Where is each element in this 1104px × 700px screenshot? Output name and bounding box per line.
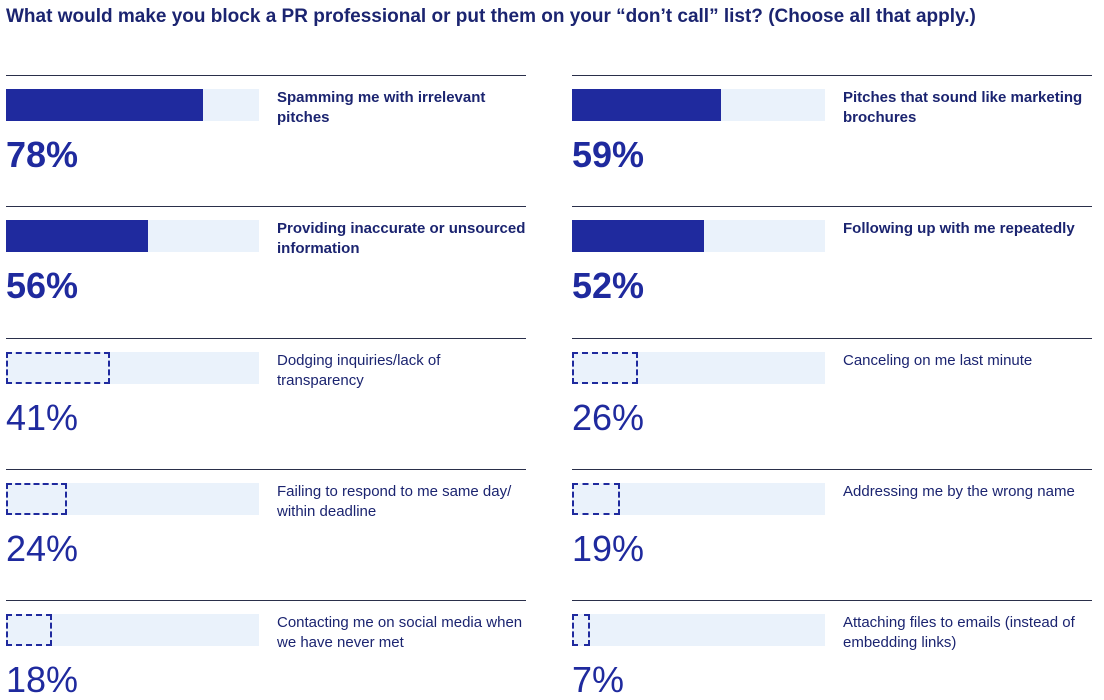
separator [572,337,1092,339]
separator [6,75,526,76]
bar-track [6,351,259,384]
bar [6,89,204,121]
category-label: Failing to respond to me same day/ withi… [277,482,512,520]
separator [572,206,1092,208]
separator [6,337,526,339]
separator [6,206,526,208]
bar-track [572,614,825,647]
value-label: 24% [6,527,79,569]
category-label: Dodging inquiries/lack of transparency [277,351,441,389]
value-label: 56% [6,265,79,307]
value-label: 52% [572,265,645,307]
value-label: 19% [572,527,645,569]
bar [6,351,110,384]
category-label: Spamming me with irrelevant pitches [277,89,486,126]
category-label: Contacting me on social media when we ha… [277,614,523,652]
value-label: 18% [6,659,79,700]
bar [572,614,590,647]
category-label: Following up with me repeatedly [843,220,1075,238]
bar [6,614,52,647]
category-label: Pitches that sound like marketing brochu… [843,89,1083,126]
separator [572,468,1092,470]
separator [572,75,1092,76]
value-label: 78% [6,134,79,175]
value-label: 59% [572,134,645,175]
separator [6,600,526,602]
bar [6,220,148,253]
category-label: Providing inaccurate or unsourced inform… [277,220,526,258]
bar [572,482,621,515]
bar-track [6,482,259,515]
bar [572,89,722,121]
bar-track [572,351,825,384]
value-label: 41% [6,396,79,438]
bar [572,351,638,384]
value-label: 7% [572,659,625,700]
category-label: Attaching files to emails (instead of em… [843,614,1075,652]
value-label: 26% [572,396,645,438]
separator [6,468,526,470]
bar [572,220,704,253]
separator [572,600,1092,602]
bar-track [572,482,825,515]
category-label: Addressing me by the wrong name [843,482,1075,500]
bar-track [6,614,259,647]
bar [6,482,67,515]
chart-title: What would make you block a PR professio… [6,6,976,27]
category-label: Canceling on me last minute [843,351,1033,369]
